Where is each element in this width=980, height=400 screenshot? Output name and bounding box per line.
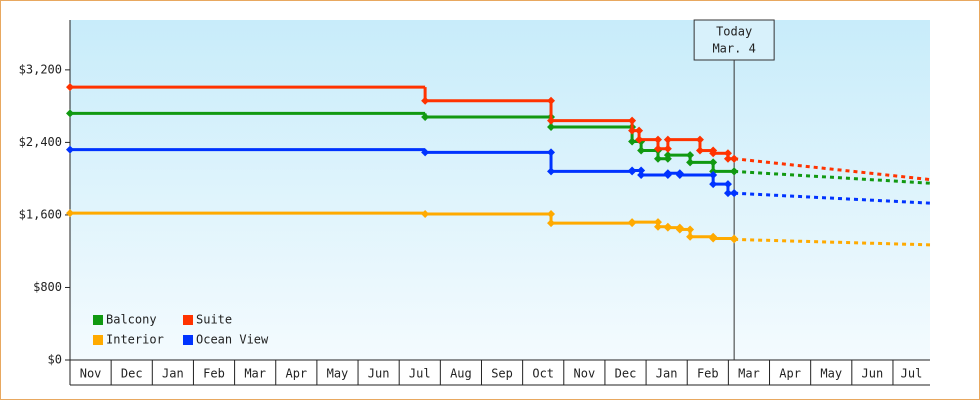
point-marker bbox=[66, 109, 74, 118]
point-marker bbox=[66, 209, 74, 218]
projection-line bbox=[734, 169, 931, 185]
legend-label: Ocean View bbox=[196, 333, 269, 347]
point-marker bbox=[663, 144, 672, 153]
legend-swatch bbox=[93, 335, 103, 345]
point-marker bbox=[654, 135, 663, 144]
point-marker bbox=[547, 210, 556, 219]
point-marker bbox=[635, 135, 644, 144]
point-marker bbox=[421, 96, 430, 105]
x-tick-label: Apr bbox=[779, 367, 801, 381]
x-tick-label: Aug bbox=[450, 367, 472, 381]
legend-swatch bbox=[93, 315, 103, 325]
legend-swatch bbox=[183, 335, 193, 345]
point-marker bbox=[547, 219, 556, 228]
legend-swatch bbox=[183, 315, 193, 325]
x-tick-label: Mar bbox=[244, 367, 266, 381]
x-tick-label: May bbox=[327, 367, 349, 381]
point-marker bbox=[637, 171, 646, 180]
x-tick-label: Sep bbox=[491, 367, 513, 381]
point-marker bbox=[66, 83, 74, 92]
x-tick-label: Mar bbox=[738, 367, 760, 381]
x-tick-label: Jun bbox=[862, 367, 884, 381]
today-box bbox=[693, 19, 775, 61]
projection-line bbox=[734, 237, 931, 247]
legend-label: Interior bbox=[106, 333, 164, 347]
point-marker bbox=[637, 146, 646, 155]
point-marker bbox=[686, 232, 695, 241]
point-marker bbox=[686, 158, 695, 167]
point-marker bbox=[654, 144, 663, 153]
point-marker bbox=[66, 145, 74, 154]
point-marker bbox=[723, 189, 732, 198]
y-tick-label: $2,400 bbox=[19, 135, 62, 149]
x-tick-label: Jan bbox=[162, 367, 184, 381]
x-tick-label: Feb bbox=[203, 367, 225, 381]
point-marker bbox=[730, 235, 739, 244]
x-tick-label: Jun bbox=[368, 367, 390, 381]
point-marker bbox=[547, 167, 556, 176]
point-marker bbox=[723, 149, 732, 158]
point-marker bbox=[723, 180, 732, 189]
point-marker bbox=[686, 151, 695, 160]
point-marker bbox=[709, 234, 718, 243]
legend-label: Balcony bbox=[106, 313, 157, 327]
y-tick-label: $0 bbox=[48, 353, 62, 367]
today-label: Mar. 4 bbox=[712, 42, 755, 56]
point-marker bbox=[709, 149, 718, 158]
y-tick-label: $3,200 bbox=[19, 62, 62, 76]
x-tick-label: Nov bbox=[574, 367, 596, 381]
point-marker bbox=[675, 225, 684, 234]
point-marker bbox=[675, 171, 684, 180]
x-tick-label: Dec bbox=[615, 367, 637, 381]
point-marker bbox=[730, 154, 739, 163]
point-marker bbox=[709, 171, 718, 180]
point-marker bbox=[663, 169, 672, 178]
point-marker bbox=[686, 225, 695, 234]
x-tick-label: Nov bbox=[80, 367, 102, 381]
point-marker bbox=[628, 166, 637, 175]
point-marker bbox=[730, 167, 739, 176]
point-marker bbox=[695, 146, 704, 155]
point-marker bbox=[547, 116, 556, 125]
x-tick-label: Jul bbox=[901, 367, 923, 381]
point-marker bbox=[628, 126, 637, 135]
point-marker bbox=[654, 218, 663, 227]
point-marker bbox=[663, 223, 672, 232]
point-marker bbox=[709, 180, 718, 189]
point-marker bbox=[635, 126, 644, 135]
point-marker bbox=[547, 148, 556, 157]
legend-label: Suite bbox=[196, 313, 232, 327]
point-marker bbox=[628, 116, 637, 125]
x-tick-label: Apr bbox=[285, 367, 307, 381]
projection-line bbox=[734, 191, 931, 205]
plot-area bbox=[70, 20, 930, 360]
x-tick-label: May bbox=[820, 367, 842, 381]
x-tick-label: Jul bbox=[409, 367, 431, 381]
point-marker bbox=[628, 218, 637, 227]
point-marker bbox=[547, 122, 556, 131]
point-marker bbox=[421, 210, 430, 219]
point-marker bbox=[628, 137, 637, 146]
point-marker bbox=[421, 148, 430, 157]
today-label: Today bbox=[716, 25, 752, 39]
point-marker bbox=[654, 154, 663, 163]
projection-line bbox=[733, 157, 931, 182]
point-marker bbox=[421, 113, 430, 122]
point-marker bbox=[730, 189, 739, 198]
x-tick-label: Jan bbox=[656, 367, 678, 381]
point-marker bbox=[637, 166, 646, 175]
x-tick-label: Dec bbox=[121, 367, 143, 381]
point-marker bbox=[663, 151, 672, 160]
x-tick-label: Feb bbox=[697, 367, 719, 381]
point-marker bbox=[663, 135, 672, 144]
y-tick-label: $800 bbox=[33, 280, 62, 294]
point-marker bbox=[723, 154, 732, 163]
x-tick-label: Oct bbox=[532, 367, 554, 381]
point-marker bbox=[547, 96, 556, 105]
point-marker bbox=[654, 222, 663, 231]
point-marker bbox=[709, 158, 718, 167]
y-tick-label: $1,600 bbox=[19, 207, 62, 221]
point-marker bbox=[695, 135, 704, 144]
